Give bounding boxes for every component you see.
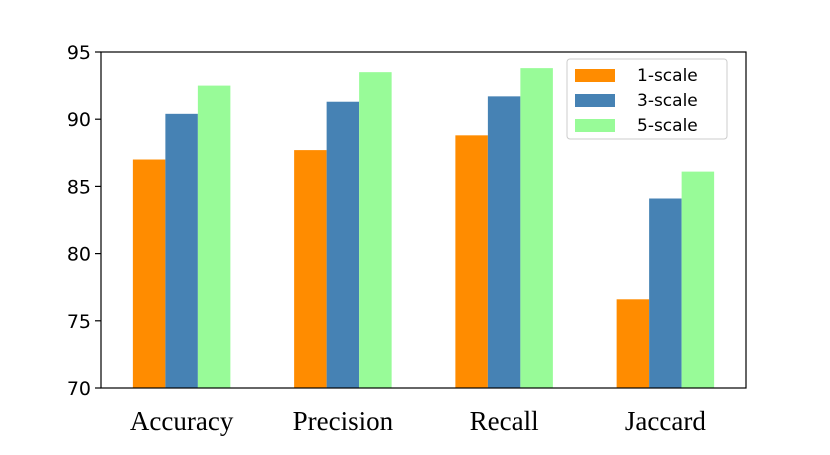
legend: 1-scale 3-scale 5-scale [567, 59, 727, 139]
x-category-label: Precision [293, 406, 394, 436]
bar-1-scale-recall [455, 135, 488, 388]
bar-1-scale-jaccard [617, 299, 650, 388]
x-category-label: Accuracy [130, 406, 234, 436]
bar-3-scale-recall [488, 96, 521, 388]
legend-label: 1-scale [637, 66, 698, 86]
bar-3-scale-precision [327, 102, 360, 388]
legend-label: 3-scale [637, 91, 698, 111]
x-category-label: Recall [470, 406, 539, 436]
y-tick-label: 85 [67, 176, 91, 198]
bar-5-scale-precision [359, 72, 392, 388]
bar-5-scale-accuracy [198, 86, 231, 388]
legend-swatch [575, 119, 615, 132]
legend-swatch [575, 94, 615, 107]
y-tick-label: 75 [67, 311, 91, 333]
y-tick-label: 80 [67, 244, 91, 266]
x-category-label: Jaccard [625, 406, 706, 436]
bar-1-scale-accuracy [133, 160, 166, 388]
bar-3-scale-accuracy [165, 114, 198, 388]
legend-label: 5-scale [637, 116, 698, 136]
y-tick-label: 95 [67, 42, 91, 64]
legend-swatch [575, 69, 615, 82]
bar-5-scale-recall [520, 68, 553, 388]
y-axis: 70 75 80 85 90 95 [67, 42, 101, 400]
bar-1-scale-precision [294, 150, 327, 388]
bar-3-scale-jaccard [649, 198, 682, 388]
y-tick-label: 70 [67, 378, 91, 400]
y-tick-label: 90 [67, 109, 91, 131]
bar-5-scale-jaccard [682, 172, 715, 388]
x-axis: Accuracy Precision Recall Jaccard [130, 406, 706, 436]
